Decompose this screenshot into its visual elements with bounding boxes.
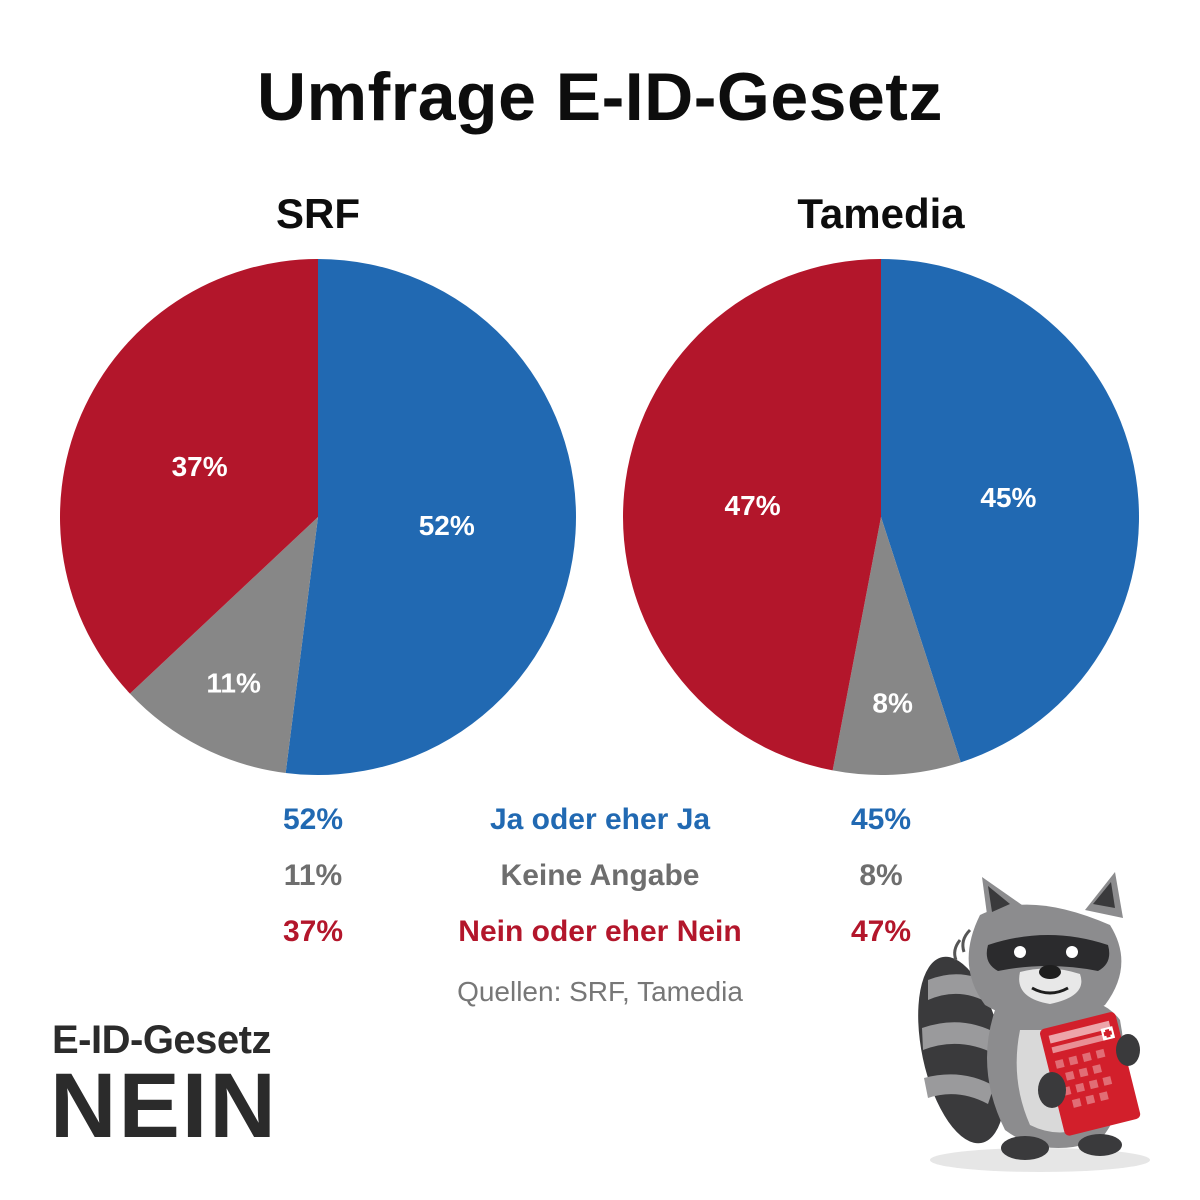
pie-slice-keine-angabe: [832, 517, 961, 775]
source-note: Quellen: SRF, Tamedia: [457, 976, 743, 1007]
srf-chart-title: SRF: [276, 190, 360, 237]
pie-slice-label: 45%: [980, 482, 1036, 513]
legend-tamedia-value: 47%: [850, 915, 912, 948]
legend-label: Keine Angabe: [500, 859, 700, 892]
pie-slice-nein-oder-eher-nein: [623, 259, 881, 771]
pie-charts: 52% 11% 37% 45% 8% 47%: [59, 259, 1139, 776]
legend-row-nein: 37% Nein oder eher Nein 47%: [0, 910, 1200, 954]
pie-slice-label: 37%: [172, 451, 228, 482]
legend-tamedia-value: 45%: [850, 803, 912, 836]
pie-slice-label: 8%: [872, 687, 913, 718]
pie-slice-nein-oder-eher-nein: [59, 259, 319, 694]
srf-pie-chart: 52% 11% 37%: [59, 259, 577, 776]
legend-label: Ja oder eher Ja: [489, 803, 711, 836]
legend-srf-value: 11%: [283, 859, 343, 892]
tamedia-chart-title: Tamedia: [797, 190, 965, 237]
legend-tamedia-value: 8%: [859, 859, 903, 892]
legend-srf-value: 37%: [282, 915, 344, 948]
raccoon-holding-passport-icon: [918, 872, 1150, 1172]
pie-slice-label: 47%: [725, 490, 781, 521]
brand-line2: NEIN: [50, 1055, 278, 1157]
legend-row-keine: 11% Keine Angabe 8%: [0, 854, 1200, 898]
pie-slice-label: 52%: [419, 510, 475, 541]
pie-slice-ja-oder-eher-ja: [285, 259, 577, 776]
legend-srf-value: 52%: [282, 803, 344, 836]
pie-slice-ja-oder-eher-ja: [881, 259, 1139, 763]
pie-slice-keine-angabe: [129, 517, 318, 773]
pie-slice-label: 11%: [206, 668, 261, 699]
page-title: Umfrage E-ID-Gesetz: [257, 59, 943, 135]
legend-row-ja: 52% Ja oder eher Ja 45%: [0, 798, 1200, 842]
tamedia-pie-chart: 45% 8% 47%: [623, 259, 1139, 775]
legend-label: Nein oder eher Nein: [458, 915, 742, 948]
brand-line1: E-ID-Gesetz: [52, 1018, 272, 1062]
